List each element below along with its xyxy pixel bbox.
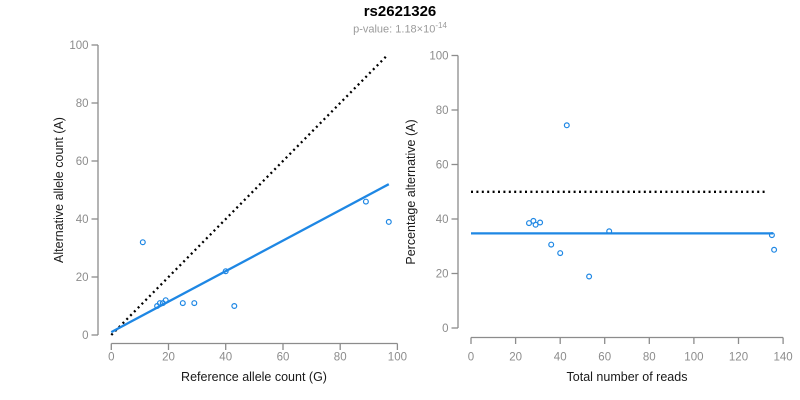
data-point	[548, 241, 555, 248]
y-tick-label: 60	[436, 160, 449, 172]
x-tick-label: 0	[468, 352, 474, 364]
x-tick-label: 40	[554, 352, 567, 364]
right-yaxis-title: Percentage alternative (A)	[404, 119, 418, 264]
right-xaxis-title: Total number of reads	[567, 370, 688, 384]
x-tick-label: 60	[598, 352, 611, 364]
y-tick-label: 20	[436, 269, 449, 281]
data-point	[606, 228, 613, 235]
data-point	[537, 219, 544, 226]
x-tick-label: 120	[729, 352, 748, 364]
data-point	[768, 232, 775, 239]
identity-line	[110, 55, 387, 336]
y-tick-label: 0	[82, 330, 88, 342]
y-tick-label: 80	[76, 98, 89, 110]
left-plot: 0 20 40 60 80 100 0 20 40 60 80 100	[69, 40, 407, 364]
x-tick-label: 80	[334, 352, 347, 364]
x-tick-label: 20	[162, 352, 175, 364]
pvalue-exponent: -14	[435, 21, 447, 30]
x-tick-label: 20	[509, 352, 522, 364]
data-point	[532, 221, 539, 228]
data-point	[179, 300, 186, 307]
data-point	[162, 297, 169, 304]
right-plot: 0 20 40 60 80 100 0 20 40 60 80 100 120 140	[429, 51, 792, 364]
data-point	[191, 300, 198, 307]
y-tick-label: 60	[76, 156, 89, 168]
data-point	[222, 268, 229, 275]
y-tick-label: 80	[436, 105, 449, 117]
data-point	[557, 250, 564, 257]
x-tick-label: 100	[388, 352, 407, 364]
data-point	[385, 218, 392, 225]
y-tick-label: 0	[442, 323, 448, 335]
x-tick-label: 60	[277, 352, 290, 364]
data-point	[362, 198, 369, 205]
figure-title: rs2621326	[363, 3, 437, 20]
pvalue-text: p-value: 1.18×10	[353, 23, 436, 36]
left-yaxis-title: Alternative allele count (A)	[52, 117, 66, 263]
data-point	[139, 239, 146, 246]
x-tick-label: 0	[108, 352, 114, 364]
x-tick-label: 40	[219, 352, 232, 364]
data-point	[231, 303, 238, 310]
data-point	[771, 246, 778, 253]
fitted-ratio-line	[110, 183, 390, 334]
data-point	[156, 300, 163, 307]
y-tick-label: 40	[436, 214, 449, 226]
data-point	[586, 273, 593, 280]
left-xaxis-title: Reference allele count (G)	[181, 370, 327, 384]
x-tick-label: 140	[774, 352, 793, 364]
figure-subtitle: p-value: 1.18×10-14	[0, 21, 800, 36]
x-tick-label: 100	[684, 352, 703, 364]
y-tick-label: 20	[76, 272, 89, 284]
y-tick-label: 100	[429, 51, 448, 63]
data-point	[563, 122, 570, 129]
y-tick-label: 100	[69, 40, 88, 52]
x-tick-label: 80	[643, 352, 656, 364]
y-tick-label: 40	[76, 214, 89, 226]
